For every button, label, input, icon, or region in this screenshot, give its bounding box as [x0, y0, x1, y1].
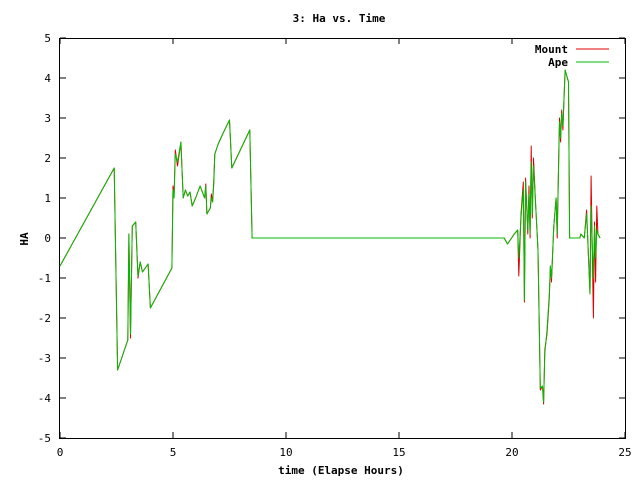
y-tick-label: 0: [44, 232, 51, 245]
y-tick-label: -1: [38, 272, 51, 285]
series-line-ape: [59, 69, 601, 403]
series-lines: [59, 69, 601, 405]
x-tick-label: 10: [279, 446, 292, 459]
x-tick-label: 5: [170, 446, 177, 459]
legend-label-mount: Mount: [535, 43, 568, 56]
x-tick-label: 15: [392, 446, 405, 459]
y-ticks: -5 -4 -3 -2 -1 0 1 2 3 4 5: [38, 32, 625, 445]
y-tick-label: -2: [38, 312, 51, 325]
legend-label-ape: Ape: [548, 56, 568, 69]
chart-title: 3: Ha vs. Time: [293, 12, 386, 25]
y-tick-label: -4: [38, 392, 52, 405]
y-tick-label: 1: [44, 192, 51, 205]
x-tick-label: 25: [618, 446, 631, 459]
x-tick-label: 20: [505, 446, 518, 459]
y-tick-label: 2: [44, 152, 51, 165]
y-tick-label: -3: [38, 352, 51, 365]
x-tick-label: 0: [57, 446, 64, 459]
y-tick-label: 3: [44, 112, 51, 125]
y-tick-label: 5: [44, 32, 51, 45]
y-tick-label: 4: [44, 72, 51, 85]
x-ticks: 0 5 10 15 20 25: [57, 38, 632, 459]
y-tick-label: -5: [38, 432, 51, 445]
x-axis-label: time (Elapse Hours): [278, 464, 404, 477]
y-axis-label: HA: [18, 232, 31, 246]
plot-frame: [59, 38, 626, 439]
series-line-mount: [59, 69, 601, 405]
